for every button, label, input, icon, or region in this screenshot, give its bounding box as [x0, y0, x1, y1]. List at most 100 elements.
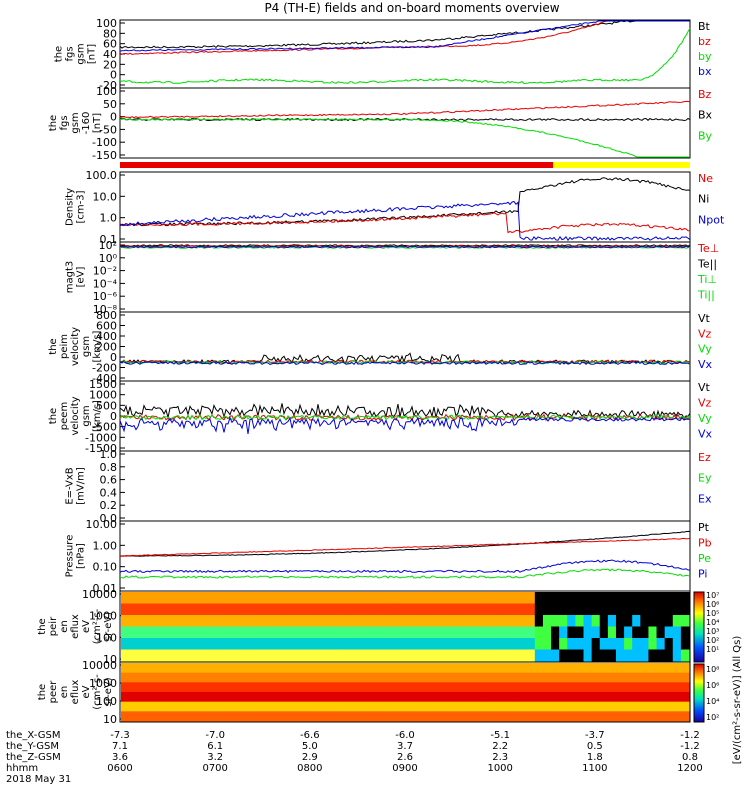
spectrogram-cell	[185, 672, 195, 683]
spectrogram-cell	[348, 682, 357, 693]
spectrogram-cell	[607, 682, 617, 693]
spectrogram-cell	[388, 603, 398, 616]
spectrogram-cell	[518, 711, 528, 722]
spectrogram-cell	[372, 592, 382, 604]
spectrogram-cell	[177, 592, 187, 604]
spectrogram-cell	[356, 672, 365, 683]
spectrogram-cell	[632, 592, 641, 604]
spectrogram-cell	[299, 615, 309, 627]
series-line	[119, 359, 691, 364]
legend-te: Te||	[697, 258, 717, 271]
spectrogram-cell	[267, 663, 276, 674]
spectrogram-cell	[388, 701, 398, 712]
spectrogram-cell	[210, 663, 219, 674]
spectrogram-cell	[494, 711, 503, 722]
y-axis-label: eV	[81, 620, 92, 633]
spectrogram-cell	[575, 701, 585, 712]
spectrogram-cell	[486, 711, 495, 722]
spectrogram-cell	[478, 638, 487, 650]
spectrogram-cell	[469, 638, 479, 650]
spectrogram-cell	[672, 592, 682, 604]
spectrogram-cell	[640, 649, 649, 662]
xaxis-value: 0800	[297, 763, 322, 774]
spectrogram-cell	[664, 592, 674, 604]
spectrogram-cell	[307, 638, 317, 650]
spectrogram-cell	[648, 701, 658, 712]
spectrogram-cell	[591, 626, 601, 639]
legend-bx: Bx	[698, 109, 713, 122]
spectrogram-cell	[129, 663, 138, 674]
y-tick-label: 0.6	[100, 474, 118, 487]
spectrogram-cell	[567, 638, 576, 650]
y-tick-label: 0.10	[93, 561, 118, 574]
spectrogram-cell	[680, 672, 690, 683]
spectrogram-cell	[478, 626, 487, 639]
spectrogram-cell	[599, 592, 609, 604]
spectrogram-cell	[348, 592, 357, 604]
spectrogram-cell	[258, 711, 268, 722]
spectrogram-cell	[299, 663, 309, 674]
spectrogram-cell	[202, 701, 211, 712]
spectrogram-cell	[413, 592, 422, 604]
spectrogram-cell	[258, 682, 268, 693]
spectrogram-cell	[445, 603, 455, 616]
spectrogram-cell	[567, 711, 576, 722]
spectrogram-cell	[575, 615, 585, 627]
colorbar-tick: 10²	[706, 636, 719, 645]
spectrogram-cell	[340, 711, 349, 722]
spectrogram-cell	[291, 649, 301, 662]
spectrogram-cell	[510, 603, 520, 616]
spectrogram-cell	[648, 663, 658, 674]
spectrogram-cell	[177, 692, 187, 703]
panel-frame	[119, 450, 691, 522]
series-line	[119, 245, 691, 249]
spectrogram-cell	[226, 692, 236, 703]
spectrogram-cell	[421, 603, 430, 616]
spectrogram-cell	[323, 692, 333, 703]
spectrogram-cell	[153, 711, 163, 722]
spectrogram-cell	[583, 626, 593, 639]
spectrogram-cell	[648, 672, 658, 683]
spectrogram-cell	[461, 603, 471, 616]
spectrogram-cell	[137, 638, 146, 650]
spectrogram-cell	[153, 615, 163, 627]
spectrogram-cell	[307, 626, 317, 639]
spectrogram-cell	[640, 711, 649, 722]
spectrogram-cell	[145, 663, 154, 674]
spectrogram-cell	[242, 663, 252, 674]
spectrogram-cell	[388, 692, 398, 703]
spectrogram-cell	[591, 692, 601, 703]
spectrogram-cell	[494, 626, 503, 639]
spectrogram-cell	[478, 592, 487, 604]
spectrogram-cell	[202, 711, 211, 722]
spectrogram-cell	[137, 615, 146, 627]
spectrogram-cell	[615, 649, 625, 662]
y-tick-label: 10⁻⁴	[93, 277, 118, 290]
xaxis-value: 3.2	[207, 752, 223, 763]
spectrogram-cell	[672, 638, 682, 650]
spectrogram-cell	[242, 592, 252, 604]
spectrogram-cell	[405, 626, 414, 639]
spectrogram-cell	[153, 672, 163, 683]
spectrogram-cell	[583, 682, 593, 693]
spectrogram-cell	[542, 649, 552, 662]
series-line	[119, 100, 691, 119]
y-axis-label: [nPa]	[76, 543, 87, 569]
spectrogram-cell	[413, 701, 422, 712]
spectrogram-cell	[194, 638, 203, 650]
series-line	[119, 244, 691, 247]
spectrogram-cell	[510, 638, 520, 650]
spectrogram-cell	[680, 711, 690, 722]
spectrogram-cell	[510, 711, 520, 722]
spectrogram-cell	[242, 626, 252, 639]
spectrogram-cell	[185, 711, 195, 722]
xaxis-value: 0.5	[587, 741, 603, 752]
spectrogram-cell	[380, 592, 390, 604]
spectrogram-cell	[405, 603, 414, 616]
spectrogram-cell	[591, 592, 601, 604]
spectrogram-cell	[632, 626, 641, 639]
spectrogram-cell	[656, 701, 666, 712]
spectrogram-cell	[356, 603, 365, 616]
spectrogram-cell	[275, 626, 284, 639]
